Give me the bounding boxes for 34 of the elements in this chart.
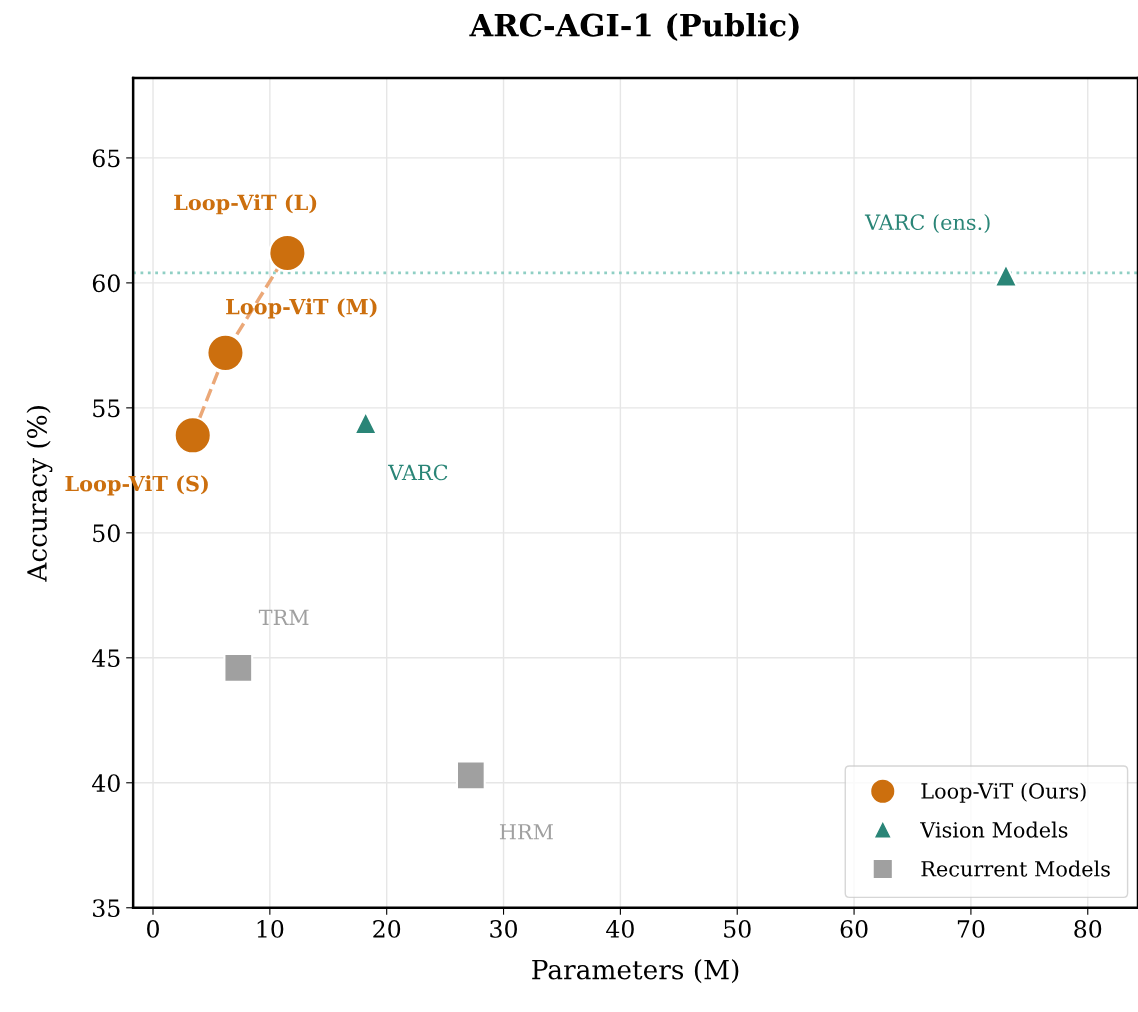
y-tick-label: 40 <box>92 774 120 793</box>
point <box>223 652 254 683</box>
x-tick-label: 60 <box>840 919 868 938</box>
point <box>993 263 1019 288</box>
x-tick-label: 80 <box>1074 919 1102 938</box>
y-tick-label: 45 <box>92 649 120 668</box>
point <box>455 760 486 791</box>
x-tick-label: 30 <box>490 919 517 938</box>
data-label: Loop-ViT (M) <box>226 298 377 319</box>
data-label: TRM <box>258 609 309 625</box>
y-axis-title: Accuracy (%) <box>26 406 53 582</box>
data-label: VARC <box>388 464 448 481</box>
y-tick-label: 65 <box>92 149 120 168</box>
point <box>268 233 307 272</box>
legend-label: Recurrent Models <box>921 860 1110 877</box>
x-tick-label: 40 <box>606 919 634 938</box>
x-tick-label: 0 <box>147 919 159 938</box>
x-tick-label: 10 <box>257 919 284 938</box>
x-tick-label: 50 <box>724 919 751 938</box>
point <box>206 333 245 372</box>
y-tick-label: 60 <box>92 274 120 293</box>
data-label: Loop-ViT (L) <box>174 194 317 215</box>
x-axis-title: Parameters (M) <box>532 959 739 984</box>
y-tick-label: 35 <box>93 899 120 918</box>
x-tick-label: 20 <box>373 919 401 938</box>
y-tick-label: 55 <box>93 399 120 418</box>
y-tick-label: 50 <box>93 524 120 543</box>
data-label: HRM <box>499 824 553 840</box>
legend-label: Loop-ViT (Ours) <box>921 782 1086 803</box>
chart-title: ARC-AGI-1 (Public) <box>469 13 799 42</box>
legend-label: Vision Models <box>920 821 1068 838</box>
data-label: VARC (ens.) <box>864 213 990 233</box>
x-tick-label: 70 <box>957 919 985 938</box>
point <box>173 416 212 455</box>
